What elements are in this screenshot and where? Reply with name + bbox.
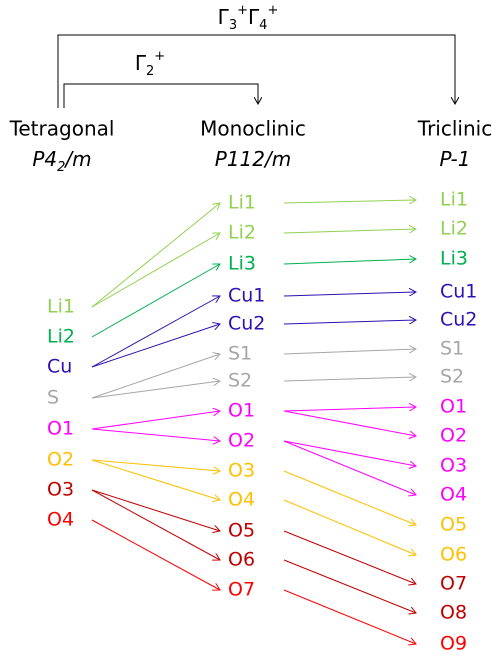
- atom-label: Li1: [228, 192, 256, 214]
- text-part: Γ: [248, 5, 260, 29]
- text-part: 4: [259, 18, 267, 33]
- arrow: [283, 320, 416, 325]
- arrow: [283, 349, 416, 355]
- space-group: P42/m: [32, 147, 91, 176]
- inner-bracket: [63, 83, 258, 108]
- arrow: [91, 381, 220, 399]
- arrow: [91, 489, 220, 560]
- atom-label: Li2: [440, 218, 468, 240]
- outer-bracket: [57, 34, 455, 108]
- text-part: 2: [146, 64, 154, 79]
- arrow: [91, 519, 220, 590]
- arrow: [283, 470, 416, 525]
- arrow: [283, 229, 416, 234]
- atom-label: Li2: [47, 326, 75, 348]
- atom-label: Li1: [47, 296, 75, 318]
- arrow: [283, 499, 416, 555]
- arrow: [91, 264, 220, 338]
- atom-label: O8: [440, 602, 467, 624]
- atom-label: S: [47, 387, 59, 409]
- arrow: [91, 411, 220, 430]
- arrow: [283, 559, 416, 613]
- arrow: [283, 410, 416, 436]
- text-part: +: [267, 3, 278, 18]
- atom-label: O3: [228, 460, 255, 482]
- transition-label: Γ2+: [135, 49, 165, 79]
- text-part: P4: [32, 147, 57, 171]
- arrow: [91, 203, 220, 308]
- text-part: 2: [57, 160, 65, 175]
- arrow: [91, 296, 220, 368]
- arrow: [283, 407, 416, 412]
- arrow: [91, 324, 220, 368]
- atom-label: O3: [47, 479, 74, 501]
- arrow: [91, 428, 220, 441]
- atom-label: O5: [228, 520, 255, 542]
- arrow: [91, 233, 220, 308]
- arrow: [283, 292, 416, 297]
- atom-label: O4: [440, 484, 467, 506]
- text-part: /m: [63, 147, 91, 171]
- atom-label: O3: [440, 455, 467, 477]
- atom-label: Cu2: [228, 313, 265, 335]
- text-part: P-1: [440, 147, 471, 171]
- atom-label: O1: [228, 400, 255, 422]
- atom-label: S1: [440, 338, 464, 360]
- atom-label: O6: [228, 549, 255, 571]
- atom-label: Li3: [440, 248, 468, 270]
- arrow: [91, 354, 220, 399]
- atom-label: S2: [228, 370, 252, 392]
- text-part: Γ: [135, 51, 147, 75]
- atom-label: Cu: [47, 356, 72, 378]
- column-name: Triclinic: [417, 117, 492, 141]
- atom-label: O7: [228, 579, 255, 601]
- space-group: P-1: [440, 147, 471, 171]
- arrow: [283, 377, 416, 382]
- atom-label: O9: [440, 633, 467, 655]
- atom-label: Li3: [228, 253, 256, 275]
- arrow: [283, 530, 416, 584]
- atom-label: Cu2: [440, 309, 477, 331]
- text-part: 3: [229, 18, 237, 33]
- text-part: P112/m: [215, 147, 291, 171]
- arrow: [283, 440, 416, 466]
- text-part: +: [237, 3, 248, 18]
- arrow: [91, 489, 220, 531]
- atom-label: O7: [440, 573, 467, 595]
- arrow: [91, 459, 220, 471]
- text-part: +: [154, 49, 165, 64]
- atom-label: O4: [47, 509, 74, 531]
- atom-label: O1: [440, 396, 467, 418]
- atom-label: O2: [47, 449, 74, 471]
- atom-label: Li1: [440, 189, 468, 211]
- arrow: [283, 440, 416, 495]
- column-name: Monoclinic: [200, 117, 306, 141]
- arrow: [283, 589, 416, 644]
- atom-label: Cu1: [440, 281, 477, 303]
- atom-label: O2: [228, 430, 255, 452]
- space-group: P112/m: [215, 147, 291, 171]
- text-part: Γ: [218, 5, 230, 29]
- arrow: [91, 459, 220, 500]
- atom-label: O2: [440, 425, 467, 447]
- atom-label: Li2: [228, 222, 256, 244]
- atom-label: O6: [440, 544, 467, 566]
- column-name: Tetragonal: [9, 117, 115, 141]
- arrows: [91, 200, 416, 644]
- arrow: [283, 259, 416, 265]
- transition-label: Γ3+Γ4+: [218, 3, 279, 33]
- atom-label: O1: [47, 418, 74, 440]
- atom-label: O4: [228, 489, 255, 511]
- atom-label: O5: [440, 514, 467, 536]
- atom-label: Cu1: [228, 285, 265, 307]
- atom-label: S1: [228, 343, 252, 365]
- arrow: [283, 200, 416, 203]
- atom-label: S2: [440, 366, 464, 388]
